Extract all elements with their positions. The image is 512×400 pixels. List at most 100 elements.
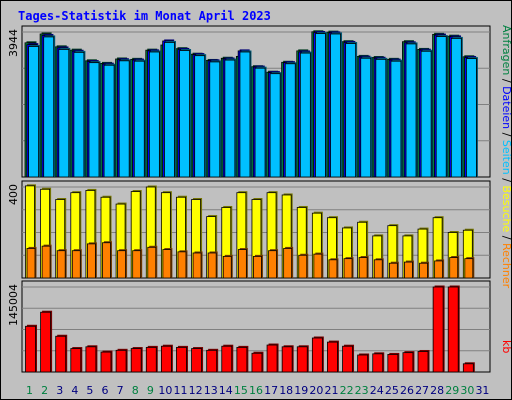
bar-seiten-day-14 <box>224 59 236 178</box>
x-tick-label-day-27: 27 <box>415 384 429 397</box>
bar-kb-day-4 <box>70 348 82 373</box>
legend-entry-anfragen: Anfragen <box>500 25 512 75</box>
panel-1-max-label: 3944 <box>7 29 20 57</box>
bar-seiten-day-21 <box>330 33 341 178</box>
chart-title: Tages-Statistik im Monat April 2023 <box>18 9 271 23</box>
bar-rechner-day-29 <box>449 257 459 279</box>
bar-kb-day-25 <box>387 354 399 373</box>
bar-seiten-day-16 <box>254 67 266 178</box>
x-tick-label-day-30: 30 <box>460 384 474 397</box>
bar-seiten-day-24 <box>375 58 387 178</box>
right-legend: Anfragen / Dateien / Seiten / Besuche / … <box>500 25 512 353</box>
bar-rechner-day-9 <box>147 246 157 279</box>
bar-kb-day-20 <box>311 337 323 373</box>
bar-kb-day-2 <box>40 311 51 373</box>
bar-kb-day-3 <box>55 335 67 373</box>
bar-kb-day-28 <box>432 286 444 373</box>
bar-seiten-day-4 <box>73 51 85 178</box>
legend-entry-separator: / <box>500 75 512 86</box>
bar-rechner-day-23 <box>358 257 368 279</box>
bar-kb-day-18 <box>281 346 293 373</box>
x-tick-label-day-25: 25 <box>385 384 399 397</box>
bar-seiten-day-22 <box>345 43 357 178</box>
legend-entry-kb: kb <box>500 340 512 353</box>
bar-seiten-day-20 <box>315 33 326 178</box>
bar-kb-day-14 <box>221 345 233 373</box>
bar-seiten-day-5 <box>88 62 100 178</box>
bar-rechner-day-16 <box>253 255 262 279</box>
bar-seiten-day-10 <box>164 42 175 178</box>
x-tick-label-day-7: 7 <box>117 384 124 397</box>
x-tick-label-day-11: 11 <box>174 384 188 397</box>
bar-kb-day-22 <box>342 345 353 373</box>
x-tick-label-day-1: 1 <box>26 384 33 397</box>
x-tick-label-day-13: 13 <box>204 384 218 397</box>
bar-kb-day-5 <box>85 346 97 373</box>
bar-seiten-day-3 <box>58 49 70 178</box>
bar-rechner-day-11 <box>177 251 187 279</box>
bar-seiten-day-9 <box>148 51 160 178</box>
bar-rechner-day-1 <box>26 248 36 279</box>
x-tick-label-day-22: 22 <box>340 384 354 397</box>
bar-seiten-day-7 <box>118 60 130 178</box>
bar-kb-day-26 <box>402 352 414 373</box>
x-tick-label-day-8: 8 <box>132 384 139 397</box>
bar-kb-day-24 <box>372 353 384 373</box>
x-tick-label-day-3: 3 <box>56 384 63 397</box>
bar-seiten-day-27 <box>420 50 432 178</box>
x-tick-label-day-29: 29 <box>445 384 459 397</box>
bar-kb-day-10 <box>160 345 172 373</box>
bar-rechner-day-26 <box>404 261 413 279</box>
bar-rechner-day-27 <box>419 262 428 279</box>
x-tick-label-day-23: 23 <box>355 384 369 397</box>
x-tick-label-day-6: 6 <box>102 384 109 397</box>
legend-entry-separator: / <box>500 232 512 243</box>
bar-rechner-day-13 <box>207 252 217 279</box>
x-tick-label-day-26: 26 <box>400 384 414 397</box>
x-tick-label-day-12: 12 <box>189 384 203 397</box>
bar-kb-day-17 <box>266 344 278 373</box>
legend-entry-separator: / <box>500 129 512 140</box>
x-tick-label-day-10: 10 <box>158 384 172 397</box>
bar-rechner-day-15 <box>237 249 247 279</box>
bar-rechner-day-24 <box>373 259 383 279</box>
bar-kb-day-13 <box>206 349 218 373</box>
bar-seiten-day-8 <box>133 60 145 178</box>
legend-entry-besuche: Besuche <box>500 185 512 232</box>
bar-rechner-day-28 <box>434 260 444 279</box>
bar-seiten-day-15 <box>239 51 251 178</box>
bar-seiten-day-26 <box>405 43 417 178</box>
x-tick-label-day-14: 14 <box>219 384 233 397</box>
bar-kb-day-16 <box>251 352 263 373</box>
bar-seiten-day-25 <box>390 60 402 178</box>
bar-rechner-day-12 <box>192 252 202 279</box>
bar-seiten-day-13 <box>209 61 221 178</box>
x-tick-label-day-31: 31 <box>475 384 489 397</box>
x-tick-label-day-16: 16 <box>249 384 263 397</box>
bar-seiten-day-12 <box>194 55 206 178</box>
bar-kb-day-21 <box>327 341 338 373</box>
x-tick-label-day-15: 15 <box>234 384 248 397</box>
bar-seiten-day-6 <box>103 64 115 178</box>
bar-kb-day-6 <box>100 351 112 373</box>
legend-entry-seiten: Seiten <box>500 140 512 175</box>
x-tick-label-day-4: 4 <box>71 384 78 397</box>
x-tick-label-day-9: 9 <box>147 384 154 397</box>
bar-rechner-day-7 <box>117 250 126 279</box>
x-tick-label-day-21: 21 <box>324 384 338 397</box>
bar-rechner-day-25 <box>388 262 398 279</box>
bar-kb-day-11 <box>176 346 187 373</box>
bar-rechner-day-17 <box>268 250 277 279</box>
bar-kb-day-12 <box>191 348 202 373</box>
x-tick-label-day-20: 20 <box>309 384 323 397</box>
bar-kb-day-7 <box>115 349 127 373</box>
bar-seiten-day-18 <box>284 63 296 178</box>
bar-kb-day-23 <box>357 354 369 373</box>
bar-kb-day-27 <box>417 351 429 373</box>
bar-rechner-day-19 <box>298 254 308 279</box>
x-tick-label-day-24: 24 <box>370 384 384 397</box>
bar-seiten-day-29 <box>450 37 462 178</box>
x-tick-label-day-28: 28 <box>430 384 444 397</box>
legend-entry-separator: / <box>500 175 512 186</box>
